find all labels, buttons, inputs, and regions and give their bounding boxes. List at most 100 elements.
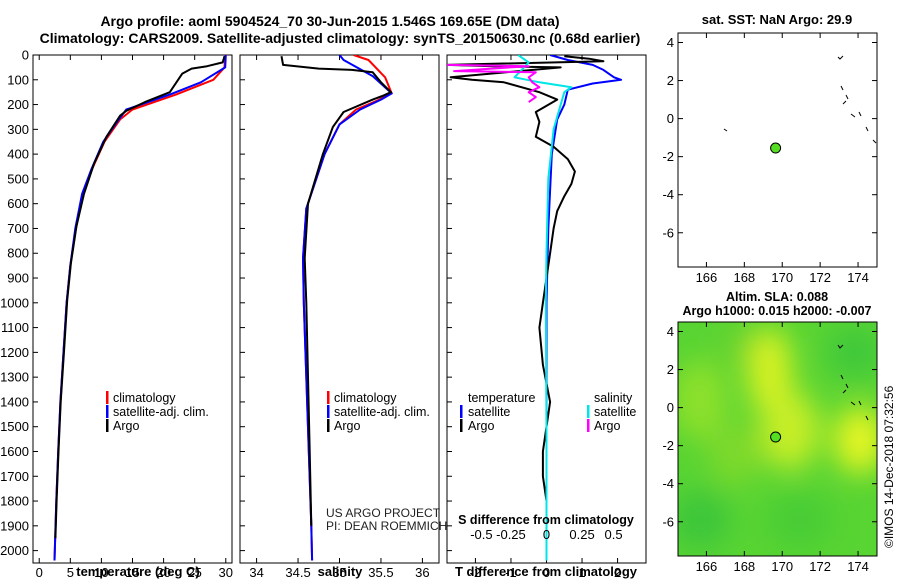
map-y-tick-label: 4 <box>667 324 674 339</box>
legend-title-salinity: salinity <box>594 391 633 405</box>
map-y-tick-label: -6 <box>662 514 674 529</box>
depth-tick-label: 0 <box>22 48 29 63</box>
map-y-tick-label: 0 <box>667 400 674 415</box>
imos-credit: ©IMOS 14-Dec-2018 07:32:56 <box>882 385 896 548</box>
s-tick-label: 0 <box>543 527 550 542</box>
sla-map-axes: 166 168 170 172 174 4 2 0 -2 -4 -6 <box>662 322 877 574</box>
x-tick-label: 2 <box>614 565 621 580</box>
x-tick-label: 0 <box>36 565 43 580</box>
depth-tick-label: 1200 <box>0 345 29 360</box>
depth-tick-label: 2000 <box>0 543 29 558</box>
depth-tick-label: 1300 <box>0 370 29 385</box>
difference-xlabel: T difference from climatology <box>455 564 638 579</box>
map-y-tick-label: 2 <box>667 73 674 88</box>
legend-swatch-argo <box>106 419 109 432</box>
sla-map-coastline <box>837 344 869 421</box>
header-line-1: Argo profile: aoml 5904524_70 30-Jun-201… <box>100 13 559 29</box>
legend-label-satellite: satellite-adj. clim. <box>334 405 430 419</box>
depth-tick-label: 500 <box>7 171 29 186</box>
x-tick-label: 36 <box>415 565 429 580</box>
x-tick-label: 25 <box>187 565 201 580</box>
legend-swatch-t-argo <box>460 419 463 432</box>
legend-swatch-satellite <box>106 405 109 418</box>
map-y-tick-label: -2 <box>662 438 674 453</box>
s-tick-label: 0.5 <box>605 527 623 542</box>
legend-swatch-s-satellite <box>587 405 590 418</box>
sla-profile-location-marker <box>770 431 782 443</box>
legend-label-climatology: climatology <box>113 391 176 405</box>
series-line-satellite-adj-clim- <box>53 55 227 561</box>
depth-tick-label: 600 <box>7 196 29 211</box>
series-line-satellite-adj-clim- <box>302 55 393 561</box>
x-tick-label: 0 <box>543 565 550 580</box>
x-tick-label: -1 <box>505 565 517 580</box>
depth-tick-label: 400 <box>7 147 29 162</box>
legend-label-t-argo: Argo <box>468 419 494 433</box>
series-line-climatology <box>302 55 393 561</box>
header-line-2: Climatology: CARS2009. Satellite-adjuste… <box>40 30 641 46</box>
legend-swatch-s-argo <box>587 419 590 432</box>
sst-profile-location-marker <box>770 142 782 154</box>
map-x-tick-label: 172 <box>809 270 831 285</box>
depth-tick-label: 1500 <box>0 419 29 434</box>
map-y-tick-label: 0 <box>667 111 674 126</box>
series-line-argo <box>280 56 392 526</box>
s-difference-label: S difference from climatology <box>458 513 634 527</box>
series-line-s-argo <box>447 63 541 103</box>
x-tick-label: 34 <box>249 565 263 580</box>
pi-credit: PI: DEAN ROEMMICH <box>326 519 447 533</box>
x-tick-label: 20 <box>156 565 170 580</box>
sla-map-frame <box>677 321 878 557</box>
legend-swatch-climatology <box>327 391 330 404</box>
depth-tick-label: 1400 <box>0 394 29 409</box>
series-line-t-argo <box>447 55 605 526</box>
series-line-climatology <box>53 55 227 561</box>
series-line-argo <box>54 55 226 539</box>
x-tick-label: 15 <box>125 565 139 580</box>
depth-axis: 0 100 200 300 400 500 600 700 800 900 1000 1100 1200… <box>0 48 452 558</box>
depth-tick-label: 100 <box>7 72 29 87</box>
map-x-tick-label: 168 <box>733 559 755 574</box>
salinity-x-axis: 34 34.5 35 35.5 36 <box>249 55 430 580</box>
sla-map-subtitle: Argo h1000: 0.015 h2000: -0.007 <box>683 304 872 318</box>
map-x-tick-label: 168 <box>733 270 755 285</box>
project-credit: US ARGO PROJECT <box>326 506 441 520</box>
legend-label-argo: Argo <box>113 419 139 433</box>
x-tick-label: 35.5 <box>368 565 393 580</box>
depth-tick-label: 700 <box>7 221 29 236</box>
x-tick-label: 35 <box>332 565 346 580</box>
s-tick-label: 0.25 <box>569 527 594 542</box>
legend-label-satellite: satellite-adj. clim. <box>113 405 209 419</box>
x-tick-label: 5 <box>67 565 74 580</box>
legend-swatch-climatology <box>106 391 109 404</box>
map-x-tick-label: 170 <box>771 559 793 574</box>
depth-tick-label: 200 <box>7 97 29 112</box>
legend-label-climatology: climatology <box>334 391 397 405</box>
depth-tick-label: 1800 <box>0 494 29 509</box>
salinity-xlabel: salinity <box>318 564 364 579</box>
depth-tick-label: 1000 <box>0 295 29 310</box>
x-tick-label: 1 <box>578 565 585 580</box>
x-tick-label: -2 <box>470 565 482 580</box>
salinity-profiles <box>280 55 393 561</box>
depth-tick-label: 300 <box>7 122 29 137</box>
legend-swatch-satellite <box>327 405 330 418</box>
s-difference-ticklabels: -0.5 -0.25 0 0.25 0.5 <box>470 527 622 542</box>
series-line-t-satellite <box>545 55 623 561</box>
depth-tick-label: 1700 <box>0 469 29 484</box>
map-y-tick-label: -4 <box>662 476 674 491</box>
temperature-legend: climatology satellite-adj. clim. Argo <box>106 391 209 433</box>
map-y-tick-label: 2 <box>667 362 674 377</box>
s-tick-label: -0.25 <box>496 527 526 542</box>
temperature-profiles <box>53 55 227 561</box>
x-tick-label: 10 <box>94 565 108 580</box>
salinity-legend: climatology satellite-adj. clim. Argo <box>327 391 430 433</box>
temperature-xlabel: temperature (deg C) <box>76 564 200 579</box>
salinity-panel-frame <box>239 54 440 564</box>
legend-label-s-argo: Argo <box>594 419 620 433</box>
legend-swatch-argo <box>327 419 330 432</box>
depth-tick-label: 1900 <box>0 518 29 533</box>
difference-profiles <box>447 55 623 561</box>
legend-swatch-t-satellite <box>460 405 463 418</box>
